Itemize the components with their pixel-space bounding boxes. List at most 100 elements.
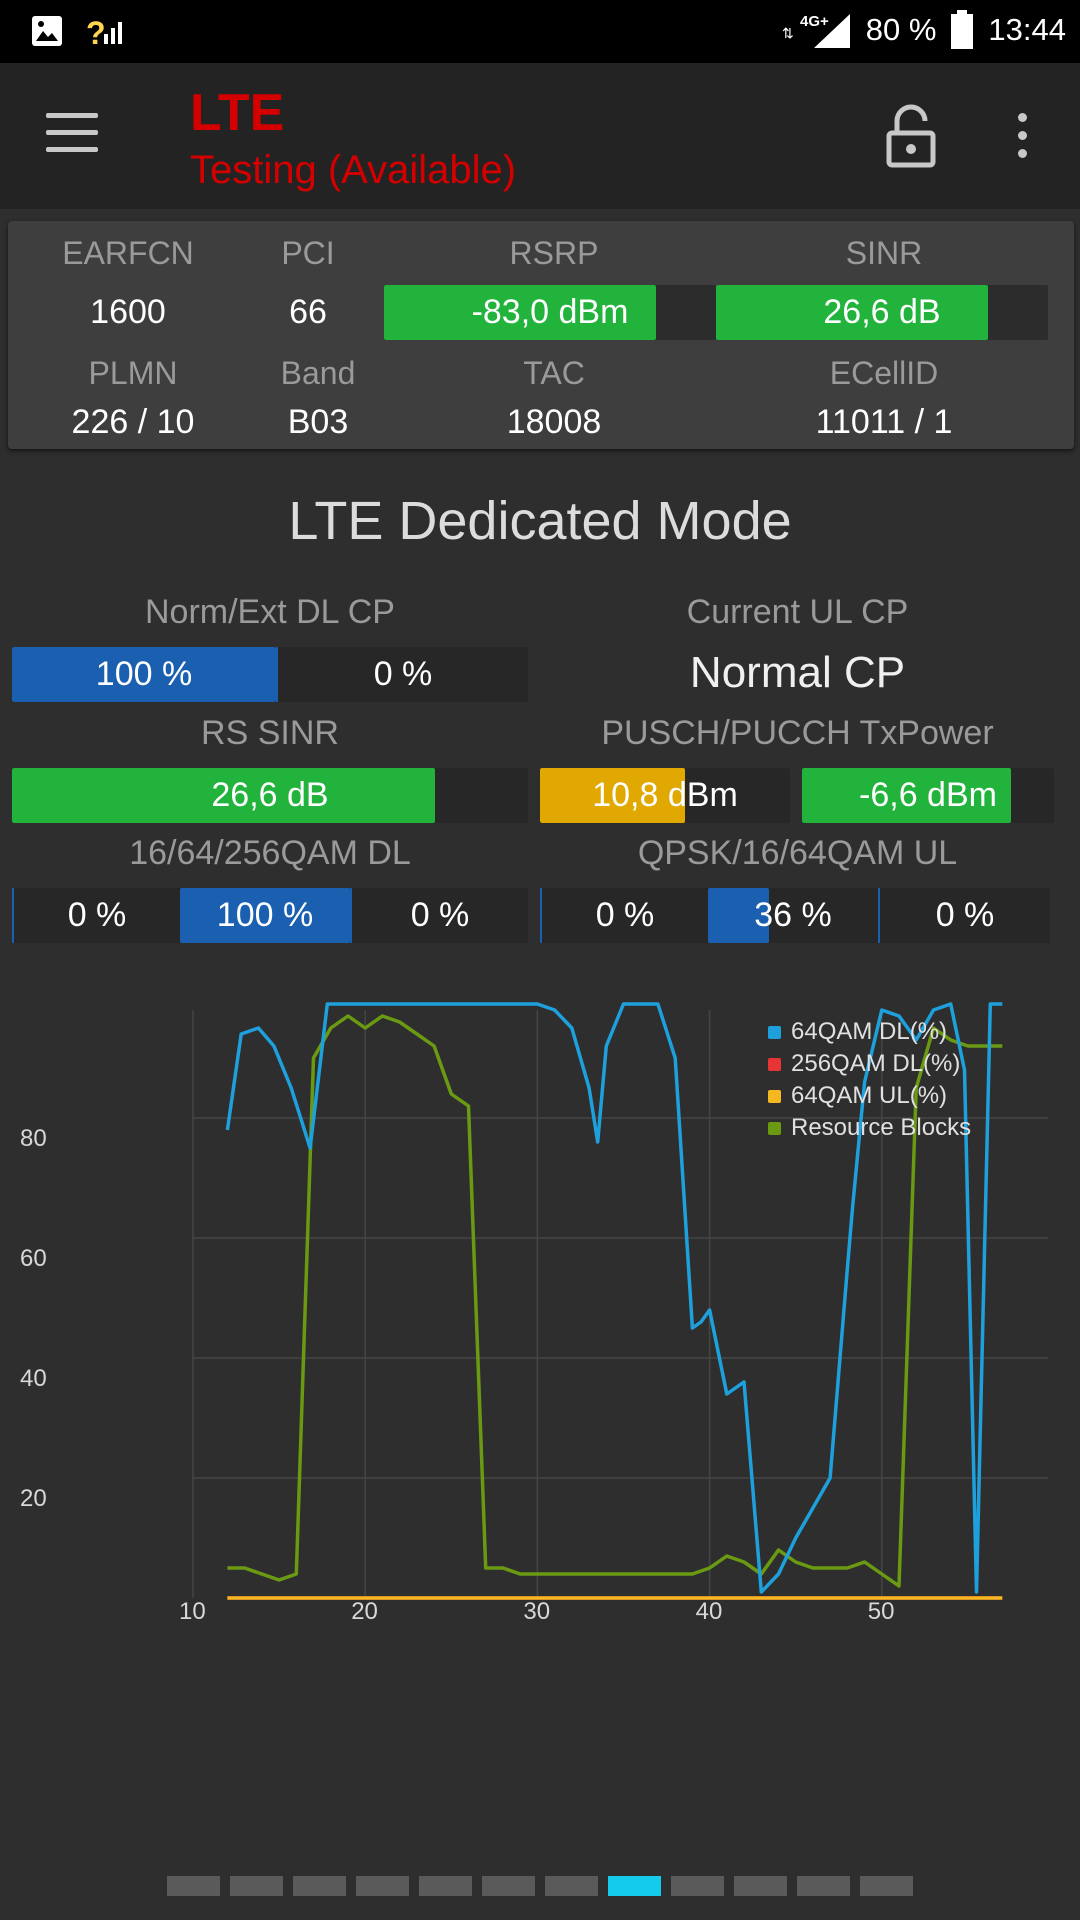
lock-open-icon[interactable] — [885, 103, 937, 169]
chart-legend: 64QAM DL(%) 256QAM DL(%) 64QAM UL(%) Resour… — [768, 1016, 971, 1144]
pci-label: PCI — [281, 235, 335, 271]
series-line — [227, 1014, 1003, 1588]
page-dot[interactable] — [419, 1876, 472, 1896]
pucch-fill — [802, 768, 1012, 823]
page-dot[interactable] — [608, 1876, 661, 1896]
cp-dl-normal-meter: 100 % — [12, 647, 276, 702]
page-dot[interactable] — [545, 1876, 598, 1896]
pusch-meter: 10,8 dBm — [540, 768, 790, 823]
x-tick-label: 10 — [179, 1598, 206, 1625]
legend-item: Resource Blocks — [768, 1112, 971, 1144]
qam-ul-label: QPSK/16/64QAM UL — [637, 834, 958, 872]
page-dot[interactable] — [356, 1876, 409, 1896]
ecellid-value: 11011 / 1 — [815, 403, 953, 441]
rs-sinr-meter: 26,6 dB — [12, 768, 528, 823]
x-tick-label: 50 — [868, 1598, 895, 1625]
qam64-ul-meter: 0 % — [878, 888, 1050, 943]
sinr-label: SINR — [845, 235, 923, 271]
qam16-dl-value: 0 % — [67, 896, 127, 934]
legend-label: 64QAM DL(%) — [791, 1018, 948, 1045]
legend-item: 256QAM DL(%) — [768, 1048, 971, 1080]
modulation-chart: 20 40 60 80 10 20 30 40 50 — [0, 990, 1080, 1640]
signal-unknown-icon: ? — [86, 15, 122, 48]
legend-label: Resource Blocks — [791, 1114, 972, 1141]
cp-ul-value: Normal CP — [689, 648, 906, 697]
legend-label: 64QAM UL(%) — [791, 1082, 948, 1109]
rsrp-label: RSRP — [509, 235, 599, 271]
cell-info-card: EARFCN PCI RSRP SINR 1600 66 -83,0 dBm 2… — [8, 221, 1074, 449]
legend-item: 64QAM DL(%) — [768, 1016, 971, 1048]
band-value: B03 — [287, 403, 349, 441]
cp-dl-normal-fill — [12, 647, 276, 702]
x-tick-label: 40 — [696, 1598, 723, 1625]
more-options-icon[interactable] — [1010, 113, 1034, 163]
legend-swatch — [768, 1057, 781, 1071]
page-dot[interactable] — [860, 1876, 913, 1896]
x-tick-label: 20 — [351, 1598, 378, 1625]
page-dot[interactable] — [167, 1876, 220, 1896]
cp-dl-label: Norm/Ext DL CP — [144, 593, 395, 631]
plmn-label: PLMN — [88, 355, 178, 391]
battery-percent: 80 % — [865, 12, 937, 47]
qam64-dl-value: 100 % — [216, 896, 314, 934]
cp-dl-ext-value: 0 % — [373, 655, 433, 693]
sinr-meter-fill — [716, 285, 989, 340]
series-line — [225, 1002, 1003, 1594]
legend-label: 256QAM DL(%) — [791, 1050, 961, 1077]
qam-dl-label: 16/64/256QAM DL — [129, 834, 411, 872]
svg-text:4G+: 4G+ — [800, 13, 829, 30]
plmn-value: 226 / 10 — [71, 403, 195, 441]
pci-value: 66 — [289, 293, 327, 331]
page-dot[interactable] — [671, 1876, 724, 1896]
svg-text:?: ? — [86, 15, 106, 48]
status-bar: ? ⇅ 4G+ 80 % 13:44 — [0, 0, 1080, 63]
qam16-dl-meter: 0 % — [12, 888, 180, 943]
page-dot[interactable] — [293, 1876, 346, 1896]
app-toolbar: LTE Testing (Available) — [0, 63, 1080, 209]
sinr-value: 26,6 dB — [823, 293, 941, 331]
pusch-fill — [540, 768, 685, 823]
legend-swatch — [768, 1025, 781, 1039]
qam64-dl-meter: 100 % — [180, 888, 350, 943]
rsrp-meter-fill — [384, 285, 657, 340]
earfcn-value: 1600 — [90, 293, 166, 331]
sinr-meter: 26,6 dB — [716, 285, 1048, 340]
chart-plot: 20 40 60 80 10 20 30 40 50 — [20, 1002, 1048, 1625]
pucch-meter: -6,6 dBm — [802, 768, 1054, 823]
y-tick-label: 20 — [20, 1485, 47, 1512]
qam64-ul-value: 0 % — [935, 896, 995, 934]
qam16-ul-value: 36 % — [754, 896, 832, 934]
cp-dl-ext-meter: 0 % — [276, 647, 528, 702]
qam64-dl-fill — [180, 888, 350, 943]
rs-sinr-fill — [12, 768, 436, 823]
y-tick-label: 40 — [20, 1365, 47, 1392]
svg-text:⇅: ⇅ — [782, 25, 794, 41]
toolbar-subtitle: Testing (Available) — [190, 148, 517, 192]
pusch-value: 10,8 dBm — [592, 776, 738, 814]
x-tick-label: 30 — [523, 1598, 550, 1625]
y-tick-label: 80 — [20, 1125, 47, 1152]
page-dot[interactable] — [734, 1876, 787, 1896]
page-dot[interactable] — [482, 1876, 535, 1896]
page-indicator — [167, 1876, 913, 1896]
cp-dl-normal-value: 100 % — [95, 655, 193, 693]
clock: 13:44 — [988, 12, 1066, 47]
rs-sinr-label: RS SINR — [201, 714, 339, 752]
page-dot[interactable] — [797, 1876, 850, 1896]
mode-title: LTE Dedicated Mode — [288, 491, 792, 551]
qam256-dl-meter: 0 % — [350, 888, 528, 943]
rsrp-meter: -83,0 dBm — [384, 285, 716, 340]
y-tick-label: 60 — [20, 1245, 47, 1272]
menu-icon[interactable] — [46, 113, 98, 157]
legend-swatch — [768, 1121, 781, 1135]
qpsk-ul-value: 0 % — [595, 896, 655, 934]
page-dot[interactable] — [230, 1876, 283, 1896]
toolbar-title: LTE — [190, 84, 285, 142]
legend-item: 64QAM UL(%) — [768, 1080, 971, 1112]
battery-icon — [951, 10, 974, 49]
qam16-ul-fill — [708, 888, 770, 943]
txpower-label: PUSCH/PUCCH TxPower — [601, 714, 994, 752]
rsrp-value: -83,0 dBm — [471, 293, 629, 331]
tac-value: 18008 — [506, 403, 602, 441]
qpsk-ul-meter: 0 % — [540, 888, 708, 943]
